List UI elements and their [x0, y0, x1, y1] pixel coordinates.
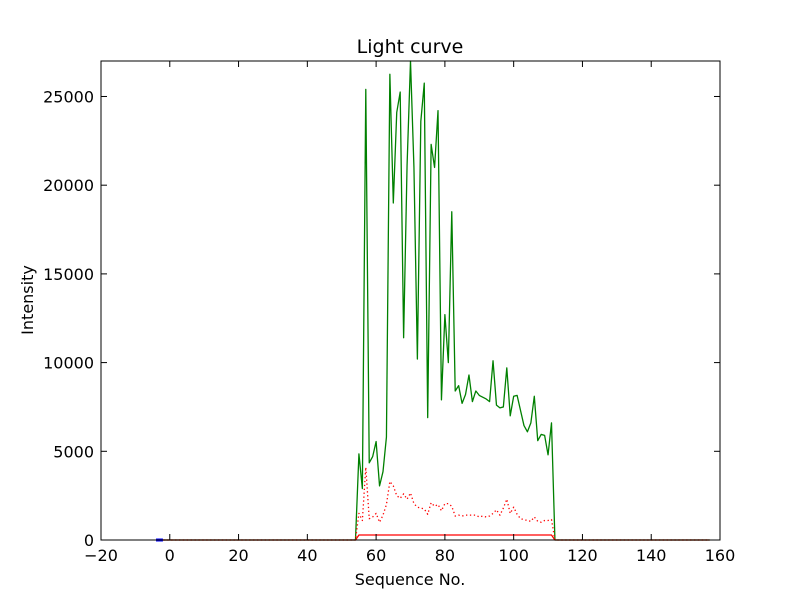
y-tick-label: 25000 [43, 87, 94, 106]
x-tick-label: 60 [366, 546, 386, 565]
series-line-1 [159, 466, 710, 541]
series-line-0 [159, 60, 710, 541]
plot-frame [100, 60, 721, 541]
x-tick-label: 100 [498, 546, 529, 565]
x-axis-ticks: −20 0 20 40 60 80 100 120 140 160 [84, 61, 735, 565]
x-tick-label: 160 [705, 546, 736, 565]
y-tick-label: 20000 [43, 176, 94, 195]
y-tick-label: 15000 [43, 265, 94, 284]
chart-title: Light curve [357, 36, 464, 58]
x-tick-label: 80 [435, 546, 455, 565]
y-axis-label: Intensity [18, 265, 37, 335]
x-tick-label: 20 [228, 546, 248, 565]
y-tick-label: 10000 [43, 354, 94, 373]
x-tick-label: 120 [567, 546, 598, 565]
x-tick-label: 140 [636, 546, 667, 565]
y-tick-label: 0 [84, 531, 94, 550]
x-tick-label: 40 [297, 546, 317, 565]
x-tick-label: 0 [165, 546, 175, 565]
y-tick-label: 5000 [53, 442, 94, 461]
y-axis-ticks: 0 5000 10000 15000 20000 25000 [43, 87, 720, 550]
x-axis-label: Sequence No. [355, 570, 466, 589]
x-tick-label: −20 [84, 546, 118, 565]
